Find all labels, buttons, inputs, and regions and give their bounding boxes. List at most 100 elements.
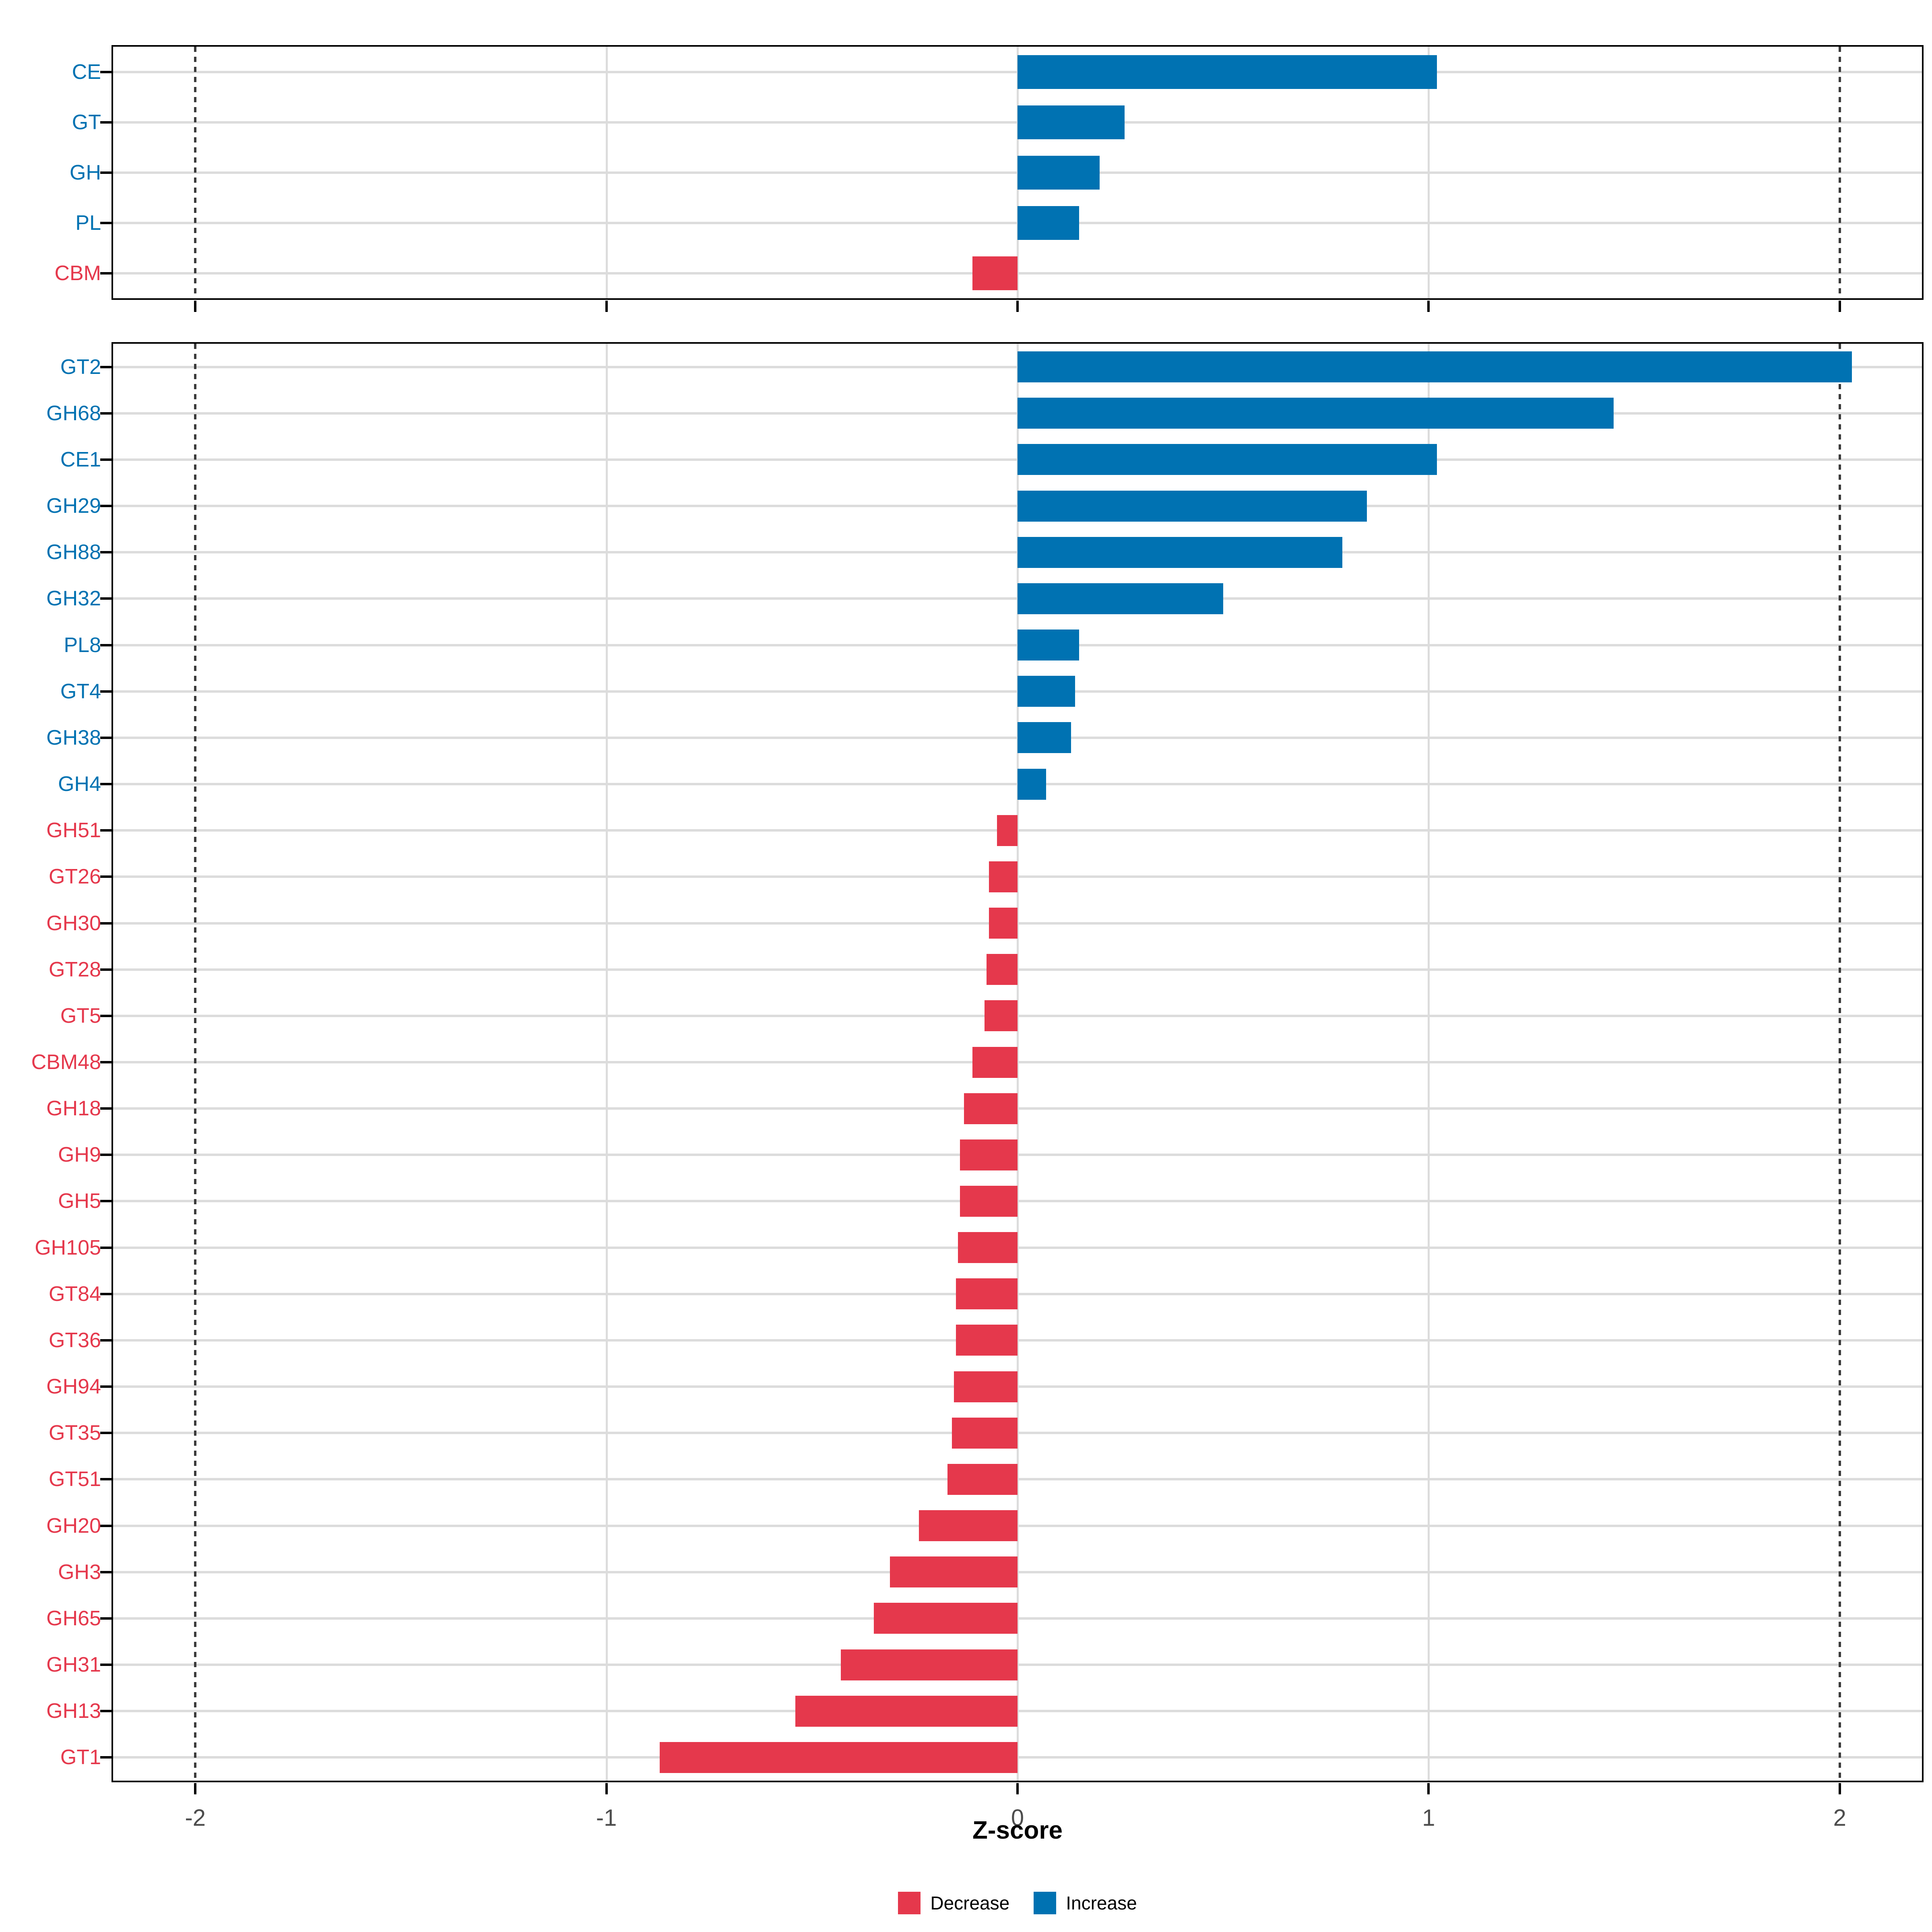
- x-tick: [194, 301, 197, 312]
- category-label-GH88: GH88: [46, 541, 101, 564]
- category-label-GH32: GH32: [46, 587, 101, 611]
- bar-CE: [1018, 55, 1437, 89]
- y-gridline: [113, 1200, 1922, 1203]
- y-gridline: [113, 1107, 1922, 1110]
- y-gridline: [113, 1664, 1922, 1666]
- legend-label-increase: Increase: [1066, 1893, 1137, 1913]
- y-tick: [100, 412, 111, 415]
- y-tick: [100, 1710, 111, 1713]
- y-gridline: [113, 1524, 1922, 1527]
- bar-GT28: [987, 954, 1018, 985]
- category-label-GT: GT: [72, 110, 101, 134]
- y-tick: [100, 1292, 111, 1295]
- bar-GT26: [989, 861, 1018, 892]
- y-tick: [100, 505, 111, 508]
- y-tick: [100, 121, 111, 124]
- y-gridline: [113, 1339, 1922, 1342]
- category-label-GH18: GH18: [46, 1097, 101, 1121]
- y-tick: [100, 551, 111, 554]
- y-tick: [100, 171, 111, 174]
- y-tick: [100, 1385, 111, 1388]
- bar-GH31: [840, 1649, 1018, 1680]
- y-tick: [100, 1756, 111, 1759]
- y-tick: [100, 597, 111, 600]
- category-label-GH13: GH13: [46, 1699, 101, 1723]
- y-tick: [100, 1200, 111, 1203]
- category-label-PL8: PL8: [64, 633, 101, 657]
- category-label-GH29: GH29: [46, 494, 101, 518]
- bar-GH94: [954, 1371, 1018, 1402]
- category-label-GH3: GH3: [58, 1560, 101, 1584]
- x-tick-label: -2: [185, 1805, 206, 1831]
- bar-GH5: [960, 1185, 1018, 1217]
- y-gridline: [113, 1571, 1922, 1573]
- category-label-GT2: GT2: [60, 355, 101, 379]
- x-tick: [1427, 1783, 1430, 1794]
- bar-GT51: [947, 1463, 1018, 1495]
- y-tick: [100, 875, 111, 878]
- category-label-GH65: GH65: [46, 1606, 101, 1630]
- bar-GH51: [997, 815, 1018, 846]
- y-gridline: [113, 1432, 1922, 1435]
- category-label-GH: GH: [70, 161, 101, 184]
- category-label-CE: CE: [72, 60, 101, 84]
- x-tick: [1016, 301, 1019, 312]
- x-tick: [605, 1783, 608, 1794]
- category-label-CBM: CBM: [54, 261, 101, 285]
- y-tick: [100, 272, 111, 275]
- bar-PL: [1018, 206, 1080, 240]
- y-gridline: [113, 1292, 1922, 1295]
- y-tick: [100, 736, 111, 739]
- bar-GH105: [958, 1232, 1018, 1263]
- category-label-GH30: GH30: [46, 911, 101, 935]
- category-label-GT84: GT84: [48, 1282, 101, 1306]
- bar-GT5: [985, 1000, 1018, 1032]
- category-label-CE1: CE1: [60, 448, 101, 471]
- reference-dotted-line: [194, 47, 197, 298]
- category-label-GT5: GT5: [60, 1004, 101, 1028]
- bar-GH38: [1018, 722, 1071, 753]
- bar-PL8: [1018, 630, 1080, 661]
- category-label-GH94: GH94: [46, 1375, 101, 1399]
- category-label-GT28: GT28: [48, 958, 101, 981]
- top-panel: CE GT GH PL CBM: [54, 45, 1924, 312]
- y-gridline: [113, 875, 1922, 878]
- y-gridline: [113, 1617, 1922, 1620]
- bar-CBM: [972, 256, 1018, 290]
- x-tick: [1838, 301, 1841, 312]
- category-label-GT26: GT26: [48, 865, 101, 889]
- x-tick: [194, 1783, 197, 1794]
- x-tick: [1838, 1783, 1841, 1794]
- y-gridline: [113, 968, 1922, 971]
- y-tick: [100, 1524, 111, 1527]
- y-tick: [100, 1061, 111, 1063]
- bar-GH9: [960, 1139, 1018, 1170]
- legend: Decrease Increase: [111, 1887, 1924, 1919]
- y-tick: [100, 1664, 111, 1666]
- y-gridline: [113, 1756, 1922, 1759]
- x-tick-label: 0: [1011, 1805, 1024, 1831]
- bar-GH13: [795, 1695, 1018, 1727]
- x-tick-label: 2: [1833, 1805, 1846, 1831]
- category-label-GH9: GH9: [58, 1143, 101, 1167]
- y-tick: [100, 1107, 111, 1110]
- category-label-GH31: GH31: [46, 1653, 101, 1677]
- bar-CE1: [1018, 444, 1437, 475]
- bar-GH30: [989, 908, 1018, 939]
- bar-GH68: [1018, 398, 1614, 429]
- y-tick: [100, 70, 111, 73]
- bar-CBM48: [972, 1046, 1018, 1078]
- y-gridline: [113, 1154, 1922, 1156]
- y-gridline: [113, 922, 1922, 925]
- y-tick: [100, 690, 111, 693]
- bar-GH4: [1018, 768, 1046, 800]
- legend-swatch-decrease: [898, 1892, 921, 1914]
- category-label-GH38: GH38: [46, 726, 101, 749]
- bottom-panel: GT2 GH68 CE1 GH29 GH88 GH32 PL8 GT4 GH38 GH4 GH51 G…: [31, 342, 1924, 1831]
- y-tick: [100, 1432, 111, 1435]
- y-tick: [100, 1478, 111, 1481]
- category-label-GH105: GH105: [35, 1236, 101, 1259]
- y-tick: [100, 1154, 111, 1156]
- x-tick: [1016, 1783, 1019, 1794]
- category-label-GH4: GH4: [58, 772, 101, 796]
